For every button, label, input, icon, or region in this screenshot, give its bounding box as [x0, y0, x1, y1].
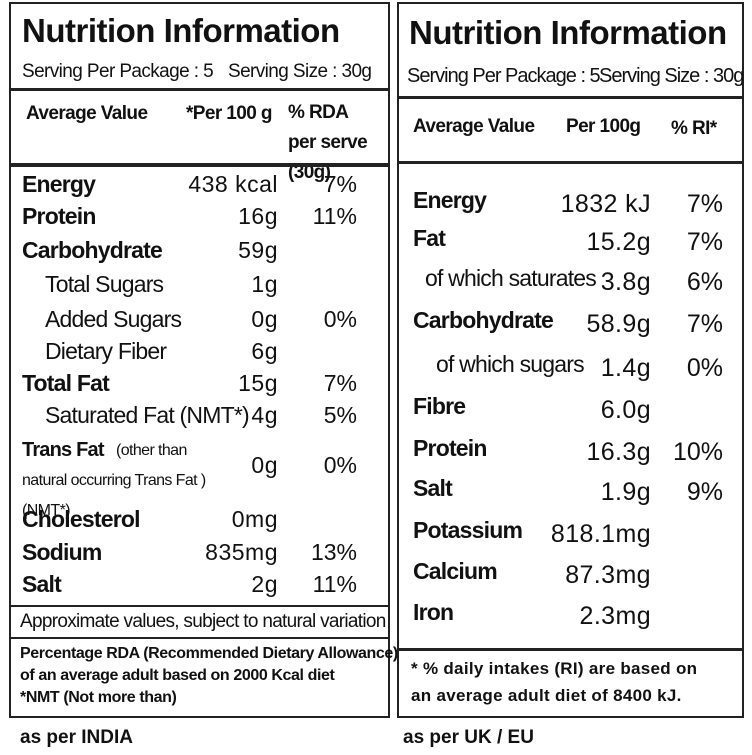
serving-size: Serving Size : 30g — [599, 65, 744, 87]
header: % RI* — [671, 118, 717, 139]
ri: 7% — [686, 190, 723, 218]
uk-panel — [397, 2, 744, 718]
ri: 0% — [686, 354, 723, 382]
nutrient-name: Energy — [413, 187, 487, 213]
title: Nutrition Information — [409, 14, 727, 51]
nutrient-name: Energy — [22, 171, 96, 197]
per-100g: 6g — [251, 338, 278, 364]
rda: 7% — [323, 171, 357, 197]
per-100g: 0g — [251, 452, 278, 478]
per-100g: 1832 kJ — [560, 190, 651, 218]
rda: 11% — [312, 571, 357, 597]
rda: 13% — [310, 539, 357, 565]
nutrient-name: Carbohydrate — [413, 307, 554, 333]
footnote: * % daily intakes (RI) are based on — [411, 659, 698, 678]
per-100g: 4g — [251, 402, 278, 428]
per-100g: 58.9g — [586, 310, 651, 338]
serving-per-package: Serving Per Package : 5 — [22, 61, 214, 82]
title: Nutrition Information — [22, 12, 340, 49]
nutrient-name: of which saturates — [425, 265, 597, 291]
nutrient-name: Added Sugars — [45, 306, 182, 332]
caption: as per INDIA — [20, 727, 133, 748]
nutrient-name: Cholesterol — [22, 506, 141, 532]
per-100g: 818.1mg — [550, 520, 651, 548]
note: Approximate values, subject to natural v… — [20, 611, 386, 632]
header: Average Value — [413, 116, 535, 137]
per-100g: 15g — [238, 370, 278, 396]
per-100g: 16.3g — [586, 438, 651, 466]
nutrient-name: Salt — [22, 571, 62, 597]
per-100g: 2.3mg — [579, 602, 651, 630]
header: Average Value — [26, 103, 148, 124]
ri: 7% — [686, 310, 723, 338]
nutrient-name: Total Sugars — [45, 271, 164, 297]
serving-size: Serving Size : 30g — [228, 61, 372, 82]
header: % RDA per serve (30g) — [288, 102, 368, 183]
per-100g: 1.4g — [600, 354, 651, 382]
per-100g: 2g — [251, 571, 278, 597]
rule — [11, 88, 388, 91]
footnote: of an average adult based on 2000 Kcal d… — [20, 667, 335, 684]
nutrient-name: Dietary Fiber — [45, 338, 167, 364]
per-100g: 0mg — [231, 506, 278, 532]
rda: 7% — [323, 370, 357, 396]
ri: 10% — [672, 438, 723, 466]
header: Per 100g — [566, 116, 641, 137]
serving-per-package: Serving Per Package : 5 — [407, 65, 601, 87]
nutrient-name: Potassium — [413, 517, 523, 543]
per-100g: 1.9g — [600, 478, 651, 506]
per-100g: 3.8g — [600, 268, 651, 296]
india-panel — [9, 2, 390, 718]
rule — [11, 163, 388, 167]
rule — [11, 637, 388, 639]
rule — [399, 648, 742, 651]
nutrient-name: Saturated Fat (NMT*) — [45, 402, 250, 428]
footnote: Percentage RDA (Recommended Dietary Allo… — [20, 645, 398, 662]
caption: as per UK / EU — [403, 727, 534, 748]
footnote: an average adult diet of 8400 kJ. — [411, 686, 682, 705]
rda: 11% — [312, 203, 357, 229]
ri: 7% — [686, 228, 723, 256]
per-100g: 16g — [238, 203, 278, 229]
header: *Per 100 g — [186, 103, 273, 124]
per-100g: 6.0g — [600, 396, 651, 424]
nutrient-name: Protein — [22, 203, 96, 229]
per-100g: 87.3mg — [565, 561, 651, 589]
nutrient-name: of which sugars — [436, 351, 585, 377]
nutrient-name: Trans Fat — [22, 439, 105, 461]
nutrient-name: Iron — [413, 599, 454, 625]
rda: 0% — [323, 452, 357, 478]
rule — [11, 605, 388, 607]
nutrient-name: Sodium — [22, 539, 102, 565]
rule — [399, 96, 742, 99]
nutrient-note: (other than natural occurring Trans Fat … — [22, 442, 206, 519]
nutrient-name: Calcium — [413, 558, 498, 584]
ri: 6% — [686, 268, 723, 296]
per-100g: 438 kcal — [188, 171, 278, 197]
nutrient-name: Salt — [413, 475, 453, 501]
nutrient-name: Fibre — [413, 393, 466, 419]
per-100g: 1g — [251, 271, 278, 297]
per-100g: 835mg — [205, 539, 278, 565]
nutrient-name: Total Fat — [22, 370, 110, 396]
rda: 0% — [323, 306, 357, 332]
nutrient-name: Fat — [413, 225, 446, 251]
footnote: *NMT (Not more than) — [20, 689, 177, 706]
per-100g: 15.2g — [586, 228, 651, 256]
per-100g: 0g — [251, 306, 278, 332]
nutrient-name: Carbohydrate — [22, 237, 163, 263]
rda: 5% — [323, 402, 357, 428]
nutrient-name: Protein — [413, 435, 487, 461]
ri: 9% — [686, 478, 723, 506]
per-100g: 59g — [238, 237, 278, 263]
rule — [399, 161, 742, 164]
